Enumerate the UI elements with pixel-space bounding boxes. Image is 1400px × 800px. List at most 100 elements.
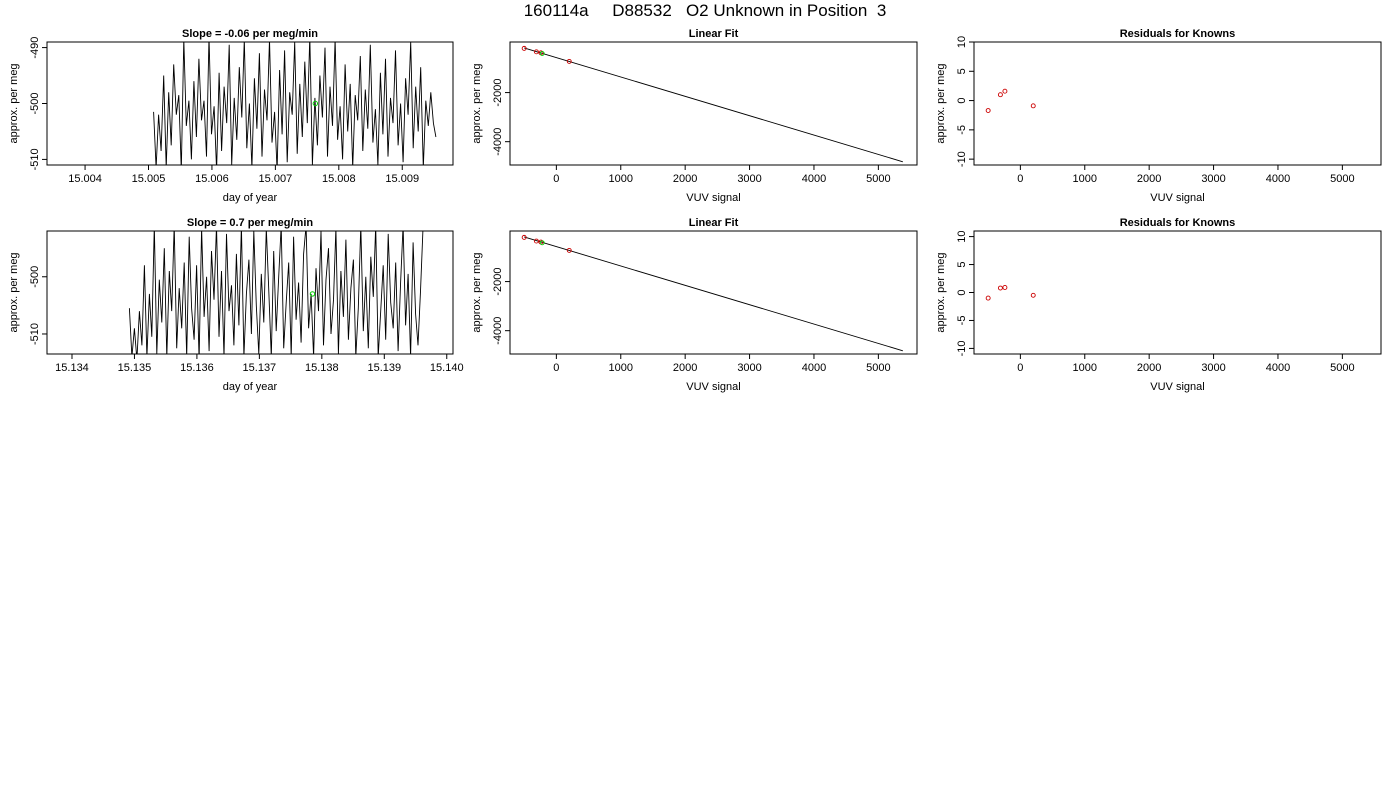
x-tick-label: 2000 (1137, 173, 1161, 185)
x-axis-label: VUV signal (686, 381, 740, 393)
residual-point (1030, 292, 1036, 298)
panel-fit2: Linear Fit 0 1000 2000 3000 4000 5000 -2000 -400… (471, 217, 918, 393)
y-tick-label: 5 (956, 261, 968, 267)
known-point (521, 234, 527, 240)
y-axis-label: approx. per meg (935, 252, 947, 332)
x-tick-label: 4000 (1266, 173, 1290, 185)
plot-frame (509, 41, 918, 166)
x-tick-label: 3000 (1201, 173, 1225, 185)
y-tick-label: -500 (29, 92, 41, 114)
x-tick-label: 4000 (802, 173, 826, 185)
x-tick-label: 15.137 (243, 362, 277, 374)
x-tick-label: 15.004 (68, 173, 102, 185)
x-tick-label: 4000 (802, 362, 826, 374)
x-tick-label: 15.136 (180, 362, 214, 374)
x-tick-label: 5000 (1330, 173, 1354, 185)
x-tick-label: 3000 (737, 173, 761, 185)
x-tick-label: 0 (1017, 362, 1023, 374)
x-tick-label: 15.005 (132, 173, 166, 185)
x-axis-label: day of year (223, 381, 278, 393)
plot-area (985, 88, 1036, 113)
x-tick-label: 1000 (609, 362, 633, 374)
known-point (533, 49, 539, 55)
y-tick-label: -5 (956, 316, 968, 326)
y-tick-label: 0 (956, 289, 968, 295)
highlight-point (312, 100, 319, 107)
panel-fit1: Linear Fit 0 1000 2000 3000 4000 5000 -2000 -400… (471, 28, 918, 204)
series-line (153, 42, 437, 165)
y-tick-label: 0 (956, 98, 968, 104)
y-tick-label: -510 (29, 323, 41, 345)
x-tick-label: 15.007 (259, 173, 293, 185)
plot-frame (973, 230, 1382, 355)
x-tick-label: 4000 (1266, 362, 1290, 374)
y-axis-label: approx. per meg (471, 63, 483, 143)
x-axis-label: VUV signal (686, 192, 740, 204)
plot-frame (46, 41, 454, 166)
panel-title: Residuals for Knowns (1120, 217, 1236, 229)
page-title: 160114a D88532 O2 Unknown in Position 3 (523, 1, 887, 20)
x-tick-label: 2000 (673, 173, 697, 185)
residual-point (1002, 285, 1008, 290)
highlight-point (309, 291, 316, 297)
y-tick-label: -490 (29, 37, 41, 59)
y-axis-label: approx. per meg (8, 63, 20, 143)
unknown-point (539, 51, 545, 56)
y-tick-label: -10 (956, 340, 968, 356)
x-tick-label: 0 (1017, 173, 1023, 185)
y-axis-label: approx. per meg (471, 252, 483, 332)
residual-point (997, 285, 1003, 291)
panel-title: Linear Fit (689, 217, 739, 229)
y-tick-label: -500 (29, 266, 41, 288)
known-point (566, 58, 572, 64)
x-tick-label: 0 (553, 173, 559, 185)
x-tick-label: 15.006 (195, 173, 229, 185)
residual-point (985, 108, 991, 113)
x-tick-label: 15.134 (55, 362, 89, 374)
fit-line (524, 236, 903, 352)
x-axis-label: VUV signal (1150, 381, 1204, 393)
unknown-point (539, 240, 545, 246)
y-tick-label: 10 (956, 36, 968, 48)
panel-title: Residuals for Knowns (1120, 28, 1236, 40)
x-tick-label: 15.139 (367, 362, 401, 374)
panel-ts2: Slope = 0.7 per meg/min 15.134 15.135 15.13… (8, 217, 464, 393)
known-point (566, 247, 572, 253)
y-tick-label: -4000 (492, 317, 504, 345)
x-axis-label: day of year (223, 192, 278, 204)
plot-frame (509, 230, 918, 355)
x-tick-label: 1000 (1073, 362, 1097, 374)
x-tick-label: 15.140 (430, 362, 464, 374)
plot-area (521, 234, 903, 352)
x-tick-label: 5000 (866, 173, 890, 185)
y-tick-label: -10 (956, 151, 968, 167)
y-axis-label: approx. per meg (935, 63, 947, 143)
residual-point (997, 92, 1003, 98)
y-tick-label: -2000 (492, 268, 504, 296)
panel-title: Linear Fit (689, 28, 739, 40)
known-point (521, 45, 527, 51)
x-tick-label: 1000 (1073, 173, 1097, 185)
plot-area (985, 285, 1036, 301)
panel-res2: Residuals for Knowns 0 1000 2000 3000 4000 500… (935, 217, 1382, 393)
plot-frame (46, 230, 454, 355)
x-tick-label: 15.008 (322, 173, 356, 185)
x-tick-label: 2000 (1137, 362, 1161, 374)
known-point (533, 238, 539, 244)
panel-title: Slope = -0.06 per meg/min (182, 28, 318, 40)
x-tick-label: 15.135 (118, 362, 152, 374)
y-tick-label: -510 (29, 148, 41, 170)
residual-point (1030, 103, 1036, 109)
panel-title: Slope = 0.7 per meg/min (187, 217, 314, 229)
x-tick-label: 3000 (1201, 362, 1225, 374)
x-tick-label: 3000 (737, 362, 761, 374)
x-tick-label: 15.009 (385, 173, 419, 185)
panel-res1: Residuals for Knowns 0 1000 2000 3000 4000 500… (935, 28, 1382, 204)
y-tick-label: -4000 (492, 128, 504, 156)
x-tick-label: 15.138 (305, 362, 339, 374)
series-line (128, 231, 424, 354)
x-axis-label: VUV signal (1150, 192, 1204, 204)
y-axis-label: approx. per meg (8, 252, 20, 332)
panel-ts1: Slope = -0.06 per meg/min 15.004 15.005 15.… (8, 28, 454, 204)
